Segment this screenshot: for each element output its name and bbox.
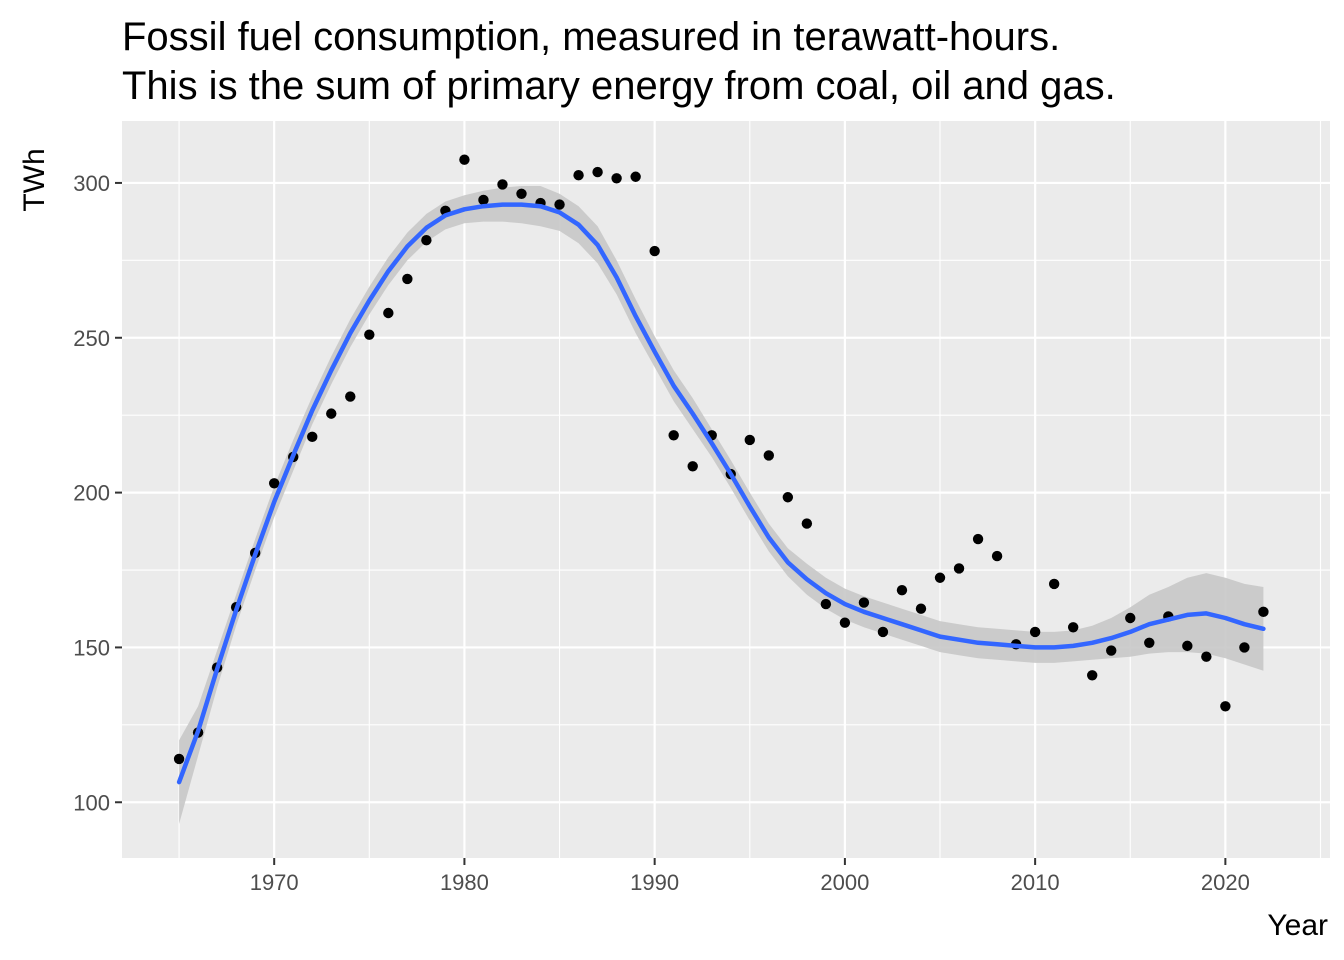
data-point xyxy=(934,572,946,583)
x-tick-label: 2000 xyxy=(820,870,869,895)
data-point xyxy=(611,173,622,184)
plot-panel xyxy=(122,121,1330,858)
data-point xyxy=(497,179,508,190)
data-point xyxy=(1258,606,1269,618)
data-point xyxy=(268,478,280,489)
data-point xyxy=(1220,701,1231,712)
y-axis: 100 150 200 250 300 xyxy=(73,171,122,815)
data-point xyxy=(1125,612,1136,624)
data-point xyxy=(554,199,565,210)
data-point xyxy=(858,597,870,608)
data-point xyxy=(972,533,984,545)
data-point xyxy=(1106,645,1117,656)
y-tick-label: 200 xyxy=(73,481,110,506)
data-point xyxy=(801,518,813,529)
data-point xyxy=(1144,637,1155,648)
data-point xyxy=(421,235,432,246)
data-point xyxy=(1182,640,1193,652)
data-point xyxy=(991,550,1003,562)
chart-title-line-1: Fossil fuel consumption, measured in ter… xyxy=(122,15,1060,59)
major-gridlines xyxy=(122,121,1330,858)
data-point xyxy=(744,434,755,446)
data-point xyxy=(1048,578,1060,590)
data-point xyxy=(915,603,927,614)
data-point xyxy=(668,430,679,441)
data-point xyxy=(573,169,584,181)
data-point xyxy=(1239,642,1250,653)
y-tick-label: 300 xyxy=(73,171,110,196)
data-point xyxy=(1067,622,1079,633)
data-point xyxy=(1201,651,1212,662)
x-tick-label: 1980 xyxy=(440,870,489,895)
data-point xyxy=(326,408,337,419)
y-tick-label: 100 xyxy=(73,790,110,815)
y-tick-label: 250 xyxy=(73,326,110,351)
data-point xyxy=(478,194,489,206)
data-point xyxy=(516,188,527,199)
data-point xyxy=(953,563,965,574)
data-point xyxy=(687,461,698,472)
data-point xyxy=(364,329,375,340)
x-tick-label: 2010 xyxy=(1011,870,1060,895)
smooth-trend-line xyxy=(176,202,1266,785)
data-point xyxy=(402,273,413,285)
data-point xyxy=(820,598,832,610)
data-point xyxy=(383,307,394,319)
data-point xyxy=(459,154,470,165)
data-point xyxy=(763,450,775,461)
data-point xyxy=(592,166,603,178)
y-tick-label: 150 xyxy=(73,635,110,660)
data-point xyxy=(1087,670,1098,681)
data-point xyxy=(877,626,889,638)
x-tick-label: 2020 xyxy=(1201,870,1250,895)
x-axis: 1970 1980 1990 2000 2010 2020 xyxy=(250,858,1250,895)
x-axis-title: Year xyxy=(1267,909,1328,942)
minor-gridlines xyxy=(122,121,1330,858)
data-point xyxy=(1029,626,1041,638)
y-axis-title: TWh xyxy=(18,148,51,211)
data-point xyxy=(630,171,641,182)
data-point xyxy=(307,431,318,443)
data-point xyxy=(896,584,908,596)
chart-title-line-2: This is the sum of primary energy from c… xyxy=(122,64,1116,108)
data-point xyxy=(649,245,660,257)
data-point xyxy=(839,617,851,628)
data-point xyxy=(345,391,356,402)
x-tick-label: 1990 xyxy=(630,870,679,895)
data-point xyxy=(782,492,794,503)
data-point xyxy=(173,753,185,765)
x-tick-label: 1970 xyxy=(250,870,299,895)
